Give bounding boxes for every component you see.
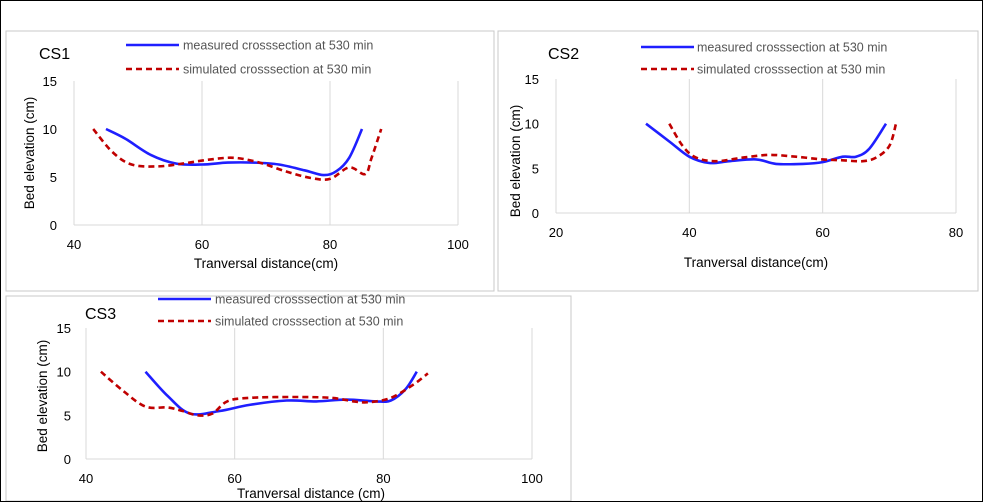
y-tick-label: 10 bbox=[43, 122, 57, 137]
x-axis-title: Tranversal distance (cm) bbox=[237, 486, 385, 501]
legend-label: measured crosssection at 530 min bbox=[183, 39, 373, 53]
y-tick-label: 0 bbox=[64, 452, 71, 467]
chart-frame bbox=[5, 30, 495, 292]
chart-frame bbox=[497, 30, 979, 292]
y-tick-label: 10 bbox=[57, 365, 71, 380]
x-axis-title: Tranversal distance(cm) bbox=[684, 255, 828, 270]
y-axis-title: Bed elevation (cm) bbox=[508, 105, 523, 218]
chart-cs3: 40 60 80 100 0 5 10 15 Tranversal distance (cm) B… bbox=[5, 293, 572, 501]
chart-cs1: 40 60 80 100 0 5 10 15 Tranversal distance(cm) Be… bbox=[5, 30, 495, 292]
legend-label: measured crosssection at 530 min bbox=[697, 41, 887, 55]
chart-frame bbox=[5, 295, 572, 501]
chart-cs2: 20 40 60 80 0 5 10 15 Tranversal distance(cm) Bed… bbox=[497, 30, 979, 292]
measured-series-line bbox=[105, 127, 364, 177]
x-tick-label: 60 bbox=[815, 225, 829, 240]
simulated-series-line bbox=[100, 370, 429, 417]
measured-series-line bbox=[144, 370, 418, 416]
y-tick-label: 10 bbox=[525, 117, 539, 132]
legend-label: measured crosssection at 530 min bbox=[215, 293, 405, 307]
x-tick-label: 80 bbox=[376, 471, 390, 486]
measured-series-line bbox=[645, 122, 888, 166]
simulated-series-line bbox=[92, 128, 383, 182]
x-tick-label: 100 bbox=[447, 237, 469, 252]
x-axis-title: Tranversal distance(cm) bbox=[194, 256, 338, 271]
simulated-series-line bbox=[668, 123, 898, 163]
legend-label: simulated crosssection at 530 min bbox=[183, 63, 371, 77]
y-tick-label: 15 bbox=[57, 321, 71, 336]
legend-label: simulated crosssection at 530 min bbox=[215, 315, 403, 329]
y-tick-label: 5 bbox=[64, 408, 71, 423]
x-tick-label: 80 bbox=[323, 237, 337, 252]
x-tick-label: 40 bbox=[682, 225, 696, 240]
x-tick-label: 60 bbox=[195, 237, 209, 252]
chart-title: CS1 bbox=[39, 46, 70, 63]
chart-title: CS2 bbox=[548, 46, 579, 63]
legend-label: simulated crosssection at 530 min bbox=[697, 63, 885, 77]
y-tick-label: 0 bbox=[50, 218, 57, 233]
y-axis-title: Bed elevation (cm) bbox=[35, 340, 50, 453]
x-tick-label: 40 bbox=[79, 471, 93, 486]
chart-title: CS3 bbox=[85, 306, 116, 323]
x-tick-label: 40 bbox=[67, 237, 81, 252]
y-tick-label: 15 bbox=[43, 74, 57, 89]
y-axis-title: Bed elevation (cm) bbox=[22, 97, 37, 210]
x-tick-label: 80 bbox=[949, 225, 963, 240]
x-tick-label: 60 bbox=[227, 471, 241, 486]
y-tick-label: 5 bbox=[532, 161, 539, 176]
x-tick-label: 20 bbox=[549, 225, 563, 240]
y-tick-label: 0 bbox=[532, 206, 539, 221]
y-tick-label: 15 bbox=[525, 72, 539, 87]
x-tick-label: 100 bbox=[521, 471, 543, 486]
y-tick-label: 5 bbox=[50, 170, 57, 185]
